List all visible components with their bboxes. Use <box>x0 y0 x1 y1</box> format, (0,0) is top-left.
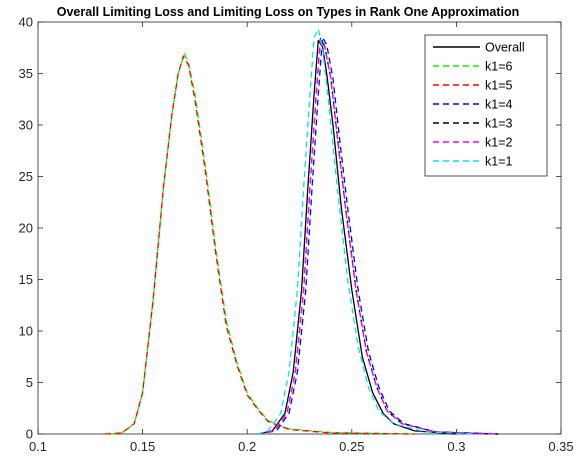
x-tick-label: 0.25 <box>339 439 364 454</box>
x-tick-label: 0.15 <box>130 439 155 454</box>
y-tick-label: 35 <box>19 66 33 81</box>
legend-box <box>424 34 548 177</box>
y-tick-label: 25 <box>19 169 33 184</box>
y-tick-label: 15 <box>19 272 33 287</box>
y-tick-label: 5 <box>26 375 33 390</box>
series-line <box>257 36 499 435</box>
chart-title: Overall Limiting Loss and Limiting Loss … <box>57 5 520 19</box>
series-line <box>257 38 499 435</box>
x-tick-label: 0.35 <box>548 439 573 454</box>
series-line <box>257 28 478 435</box>
series-line <box>104 55 415 435</box>
legend: Overall k1=6 k1=5 k1=4 k1=3 k1=2 k1=1 <box>424 34 548 177</box>
legend-label: k1=5 <box>485 79 513 93</box>
y-tick-label: 20 <box>19 221 33 236</box>
series-line <box>111 53 415 435</box>
y-tick-label: 30 <box>19 118 33 133</box>
x-tick-label: 0.3 <box>447 439 465 454</box>
x-tick-label: 0.1 <box>29 439 47 454</box>
series-line <box>257 39 457 435</box>
legend-label: k1=4 <box>485 98 513 112</box>
y-tick-label: 10 <box>19 324 33 339</box>
legend-label: k1=1 <box>485 155 513 169</box>
y-tick-label: 40 <box>19 15 33 30</box>
legend-label: k1=3 <box>485 117 513 131</box>
legend-label: k1=2 <box>485 136 513 150</box>
legend-label: Overall <box>485 41 525 55</box>
x-tick-label: 0.2 <box>238 439 256 454</box>
legend-label: k1=6 <box>485 60 513 74</box>
y-tick-label: 0 <box>26 427 33 442</box>
